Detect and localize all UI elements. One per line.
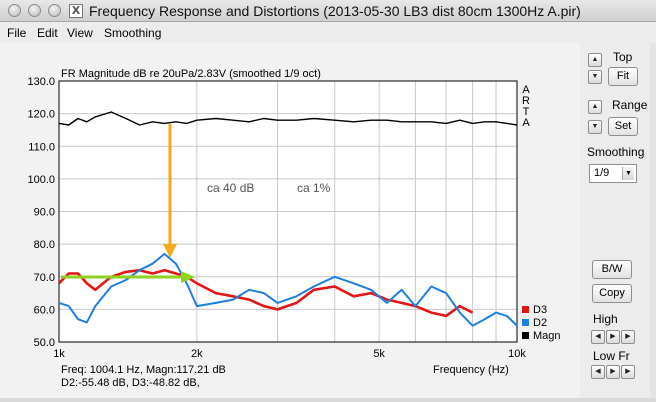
low-right-button-2[interactable]: ▶ <box>621 365 635 379</box>
annotation-ca-40db: ca 40 dB <box>207 181 254 195</box>
range-down-button[interactable]: ▼ <box>588 120 602 134</box>
x-axis-label: Frequency (Hz) <box>433 364 509 376</box>
top-label: Top <box>613 50 633 64</box>
x-tick-label: 1k <box>53 348 65 360</box>
arta-watermark-letter: R <box>522 95 530 107</box>
y-tick-label: 80.0 <box>34 239 55 251</box>
window-bottom-edge <box>0 398 656 402</box>
title-bar: X Frequency Response and Distortions (20… <box>0 0 656 22</box>
y-tick-label: 120.0 <box>27 109 55 121</box>
high-right-button[interactable]: ▶ <box>606 330 620 344</box>
green-arrow-head <box>181 271 195 283</box>
y-tick-label: 70.0 <box>34 272 55 284</box>
zoom-window-button[interactable] <box>48 4 61 17</box>
menu-view[interactable]: View <box>67 26 93 40</box>
close-window-button[interactable] <box>8 4 21 17</box>
series-line-d2 <box>58 252 518 327</box>
series-line-d3 <box>58 268 474 318</box>
legend-swatch-d2 <box>522 319 529 326</box>
menu-bar: File Edit View Smoothing <box>0 23 656 42</box>
x-tick-label: 2k <box>191 348 203 360</box>
series-line-magn <box>58 111 518 126</box>
minimize-window-button[interactable] <box>28 4 41 17</box>
plot-area: 50.0 60.0 70.0 80.0 90.0 100.0 110.0 120.0 130.0… <box>0 43 580 398</box>
low-fr-label: Low Fr <box>593 349 630 363</box>
chevron-down-icon: ▼ <box>622 167 634 180</box>
high-label: High <box>593 312 618 326</box>
plot-frame <box>58 80 518 343</box>
high-left-button[interactable]: ◀ <box>591 330 605 344</box>
cursor-readout-line1: Freq: 1004.1 Hz, Magn:117.21 dB <box>61 364 226 376</box>
arta-watermark-letter: A <box>522 117 530 129</box>
plot-title: FR Magnitude dB re 20uPa/2.83V (smoothed… <box>61 68 321 80</box>
arta-watermark-letter: T <box>523 106 530 118</box>
smoothing-select[interactable]: 1/9 ▼ <box>589 164 637 183</box>
high-right-button-2[interactable]: ▶ <box>621 330 635 344</box>
vertical-scrollbar[interactable] <box>650 43 656 398</box>
range-label: Range <box>612 98 648 112</box>
legend-label-d3: D3 <box>533 304 547 316</box>
set-button[interactable]: Set <box>608 117 638 136</box>
annotation-ca-1pct: ca 1% <box>297 181 331 195</box>
window-title: Frequency Response and Distortions (2013… <box>89 3 581 19</box>
app-icon: X <box>69 4 83 18</box>
copy-button[interactable]: Copy <box>592 284 632 303</box>
y-tick-label: 100.0 <box>27 174 55 186</box>
smoothing-label: Smoothing <box>587 145 645 159</box>
y-tick-label: 110.0 <box>28 141 55 153</box>
y-tick-label: 90.0 <box>34 207 55 219</box>
range-up-button[interactable]: ▲ <box>588 100 602 114</box>
y-tick-label: 50.0 <box>34 337 55 349</box>
orange-arrow-head <box>163 244 177 258</box>
legend-label-d2: D2 <box>533 317 547 329</box>
legend-label-magn: Magn <box>533 330 561 342</box>
legend-swatch-d3 <box>522 306 529 313</box>
cursor-readout-line2: D2:-55.48 dB, D3:-48.82 dB, <box>61 377 200 389</box>
low-left-button[interactable]: ◀ <box>591 365 605 379</box>
y-tick-label: 60.0 <box>34 304 55 316</box>
menu-file[interactable]: File <box>7 26 27 40</box>
menu-edit[interactable]: Edit <box>37 26 58 40</box>
top-up-button[interactable]: ▲ <box>588 53 602 67</box>
y-tick-label: 130.0 <box>27 76 55 88</box>
x-tick-label: 10k <box>508 348 526 360</box>
fit-button[interactable]: Fit <box>608 67 638 86</box>
bw-button[interactable]: B/W <box>592 260 632 279</box>
low-right-button[interactable]: ▶ <box>606 365 620 379</box>
smoothing-value: 1/9 <box>594 167 610 179</box>
top-down-button[interactable]: ▼ <box>588 70 602 84</box>
menu-smoothing[interactable]: Smoothing <box>104 26 162 40</box>
legend-swatch-magn <box>522 332 529 339</box>
arta-watermark-letter: A <box>522 84 530 96</box>
x-tick-label: 5k <box>373 348 385 360</box>
frequency-response-chart[interactable]: 50.0 60.0 70.0 80.0 90.0 100.0 110.0 120.0 130.0… <box>0 43 580 398</box>
